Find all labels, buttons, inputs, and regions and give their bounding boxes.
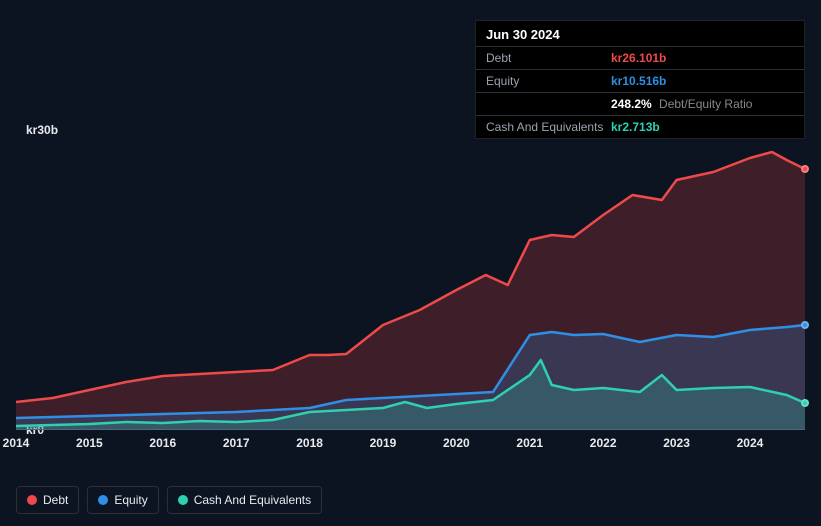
- chart-tooltip: Jun 30 2024 Debtkr26.101bEquitykr10.516b…: [475, 20, 805, 139]
- x-axis-label: 2024: [737, 436, 764, 450]
- x-axis-label: 2023: [663, 436, 690, 450]
- tooltip-row: Debtkr26.101b: [476, 46, 804, 69]
- tooltip-row-value: kr10.516b: [611, 74, 666, 88]
- legend-dot-icon: [178, 495, 188, 505]
- x-axis-label: 2015: [76, 436, 103, 450]
- tooltip-row-label: Cash And Equivalents: [486, 120, 611, 134]
- legend-dot-icon: [98, 495, 108, 505]
- series-end-marker: [801, 165, 809, 173]
- chart-legend: Debt Equity Cash And Equivalents: [16, 486, 322, 514]
- legend-item[interactable]: Cash And Equivalents: [167, 486, 322, 514]
- series-end-marker: [801, 321, 809, 329]
- tooltip-row-note: Debt/Equity Ratio: [656, 97, 753, 111]
- legend-item[interactable]: Equity: [87, 486, 158, 514]
- tooltip-row-value: 248.2% Debt/Equity Ratio: [611, 97, 752, 111]
- x-axis-label: 2017: [223, 436, 250, 450]
- legend-item[interactable]: Debt: [16, 486, 79, 514]
- x-axis-label: 2022: [590, 436, 617, 450]
- tooltip-row-value: kr2.713b: [611, 120, 660, 134]
- x-axis-label: 2016: [149, 436, 176, 450]
- tooltip-row-label: Debt: [486, 51, 611, 65]
- legend-label: Cash And Equivalents: [194, 493, 311, 507]
- legend-label: Equity: [114, 493, 147, 507]
- chart-plot-area[interactable]: [16, 130, 805, 430]
- legend-dot-icon: [27, 495, 37, 505]
- tooltip-row: 248.2% Debt/Equity Ratio: [476, 92, 804, 115]
- x-axis-label: 2021: [516, 436, 543, 450]
- legend-label: Debt: [43, 493, 68, 507]
- tooltip-row: Cash And Equivalentskr2.713b: [476, 115, 804, 138]
- tooltip-row-value: kr26.101b: [611, 51, 666, 65]
- tooltip-row-label: [486, 97, 611, 111]
- x-axis-label: 2014: [3, 436, 30, 450]
- x-axis-labels: 2014201520162017201820192020202120222023…: [16, 436, 805, 456]
- tooltip-row-label: Equity: [486, 74, 611, 88]
- series-end-marker: [801, 399, 809, 407]
- financial-chart[interactable]: kr0kr30b 2014201520162017201820192020202…: [16, 120, 805, 460]
- x-axis-label: 2019: [370, 436, 397, 450]
- x-axis-label: 2020: [443, 436, 470, 450]
- x-axis-label: 2018: [296, 436, 323, 450]
- tooltip-row: Equitykr10.516b: [476, 69, 804, 92]
- chart-svg: [16, 130, 805, 430]
- tooltip-title: Jun 30 2024: [476, 21, 804, 46]
